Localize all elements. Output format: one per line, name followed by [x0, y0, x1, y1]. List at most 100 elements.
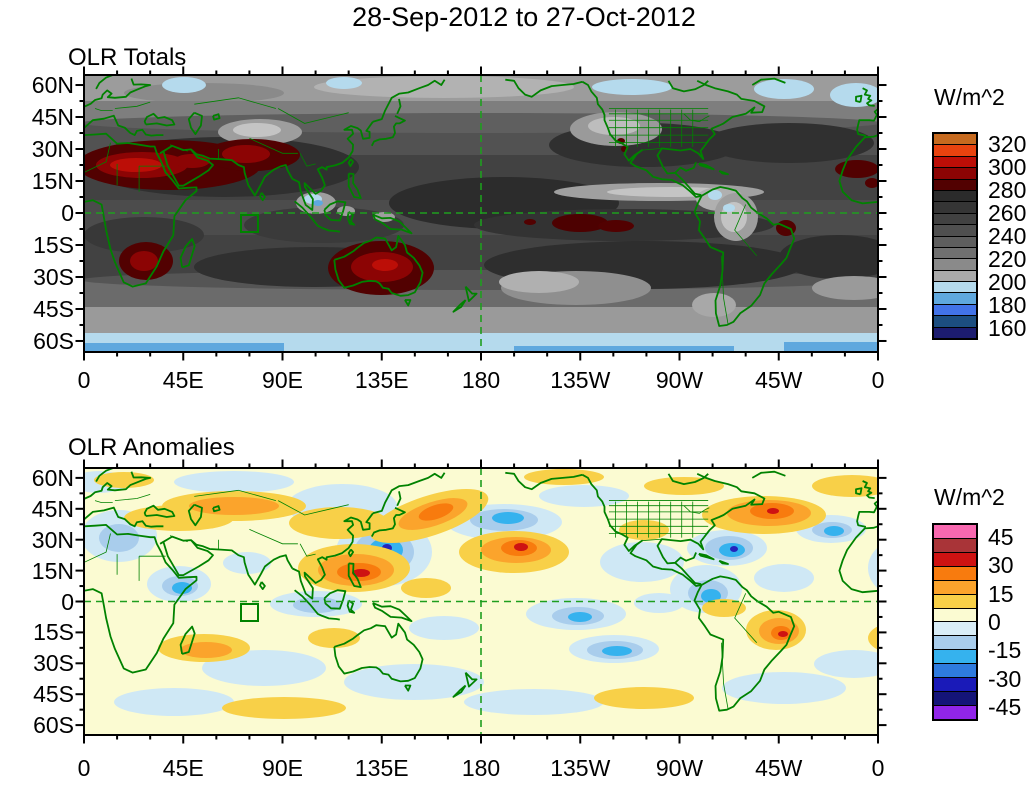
y-tick-label-totals: 0	[61, 200, 74, 226]
x-tick-label-anomalies: 0	[871, 755, 885, 781]
colorbar-tick-label-totals: 160	[988, 315, 1027, 342]
x-tick-label-totals: 135E	[354, 367, 409, 393]
colorbar-segment	[934, 155, 976, 168]
colorbar-tick-label-anomalies: 45	[988, 524, 1014, 551]
reference-lines-group-totals	[84, 75, 878, 352]
y-tick-label-totals: 15S	[33, 232, 74, 258]
colorbar-segment	[934, 292, 976, 304]
x-tick-label-totals: 0	[871, 367, 885, 393]
x-tick-label-anomalies: 180	[461, 755, 501, 781]
x-tick-label-totals: 90E	[262, 367, 303, 393]
colorbar-segment	[934, 303, 976, 316]
y-tick-label-totals: 30S	[33, 264, 74, 290]
colorbar-units-totals: W/m^2	[934, 84, 1005, 110]
colorbar-tick-label-totals: 200	[988, 269, 1027, 296]
colorbar-segment	[934, 315, 976, 327]
colorbar-totals	[932, 132, 978, 340]
x-tick-label-anomalies: 90E	[262, 755, 303, 781]
colorbar-segment	[934, 607, 976, 622]
colorbar-segment	[934, 551, 976, 566]
colorbar-tick-label-anomalies: -30	[988, 665, 1022, 692]
index-region-box-anomalies	[240, 603, 259, 622]
borders-group-totals	[84, 97, 758, 324]
colorbar-segment	[934, 537, 976, 552]
x-tick-label-totals: 135W	[550, 367, 611, 393]
colorbar-tick-label-totals: 280	[988, 176, 1027, 203]
x-tick-label-totals: 180	[461, 367, 501, 393]
map-layer-totals	[84, 75, 878, 352]
y-tick-label-anomalies: 15N	[31, 557, 74, 584]
y-tick-label-anomalies: 30S	[33, 650, 74, 677]
panel-title-anomalies: OLR Anomalies	[68, 434, 235, 461]
colorbar-segment	[934, 212, 976, 225]
x-tick-label-totals: 45E	[162, 367, 204, 393]
colorbar-segment	[934, 565, 976, 580]
y-tick-label-anomalies: 60S	[33, 712, 74, 739]
colorbar-segment	[934, 326, 976, 339]
x-tick-label-totals: 0	[77, 367, 91, 393]
index-region-box-totals	[240, 214, 259, 233]
colorbar-segment	[934, 144, 976, 156]
colorbar-segment	[934, 635, 976, 650]
panel-title-totals: OLR Totals	[68, 44, 187, 71]
colorbar-tick-label-anomalies: -45	[988, 693, 1022, 720]
map-layer-anomalies	[84, 468, 878, 735]
figure-title: 28-Sep-2012 to 27-Oct-2012	[352, 2, 696, 32]
y-tick-label-totals: 30N	[31, 136, 74, 162]
y-tick-label-anomalies: 30N	[31, 526, 74, 553]
axes-frame-totals	[75, 66, 887, 361]
colorbar-segment	[934, 201, 976, 213]
colorbar-segment	[934, 235, 976, 247]
colorbar-segment	[934, 246, 976, 259]
y-tick-label-anomalies: 15S	[33, 619, 74, 646]
colorbar-tick-label-totals: 220	[988, 246, 1027, 273]
reference-lines-group-anomalies	[84, 468, 878, 735]
y-tick-label-totals: 45S	[33, 296, 74, 322]
colorbar-segment	[934, 649, 976, 664]
x-tick-label-anomalies: 45W	[755, 755, 803, 781]
colorbar-segment	[934, 621, 976, 636]
y-tick-label-anomalies: 60N	[31, 464, 74, 491]
x-tick-label-anomalies: 135E	[354, 755, 409, 781]
colorbar-segment	[934, 189, 976, 202]
colorbar-segment	[934, 167, 976, 179]
coastlines-group-totals	[84, 75, 878, 327]
colorbar-segment	[934, 704, 976, 719]
colorbar-segment	[934, 677, 976, 692]
colorbar-segment	[934, 224, 976, 236]
y-tick-label-totals: 60S	[33, 328, 74, 354]
colorbar-tick-label-anomalies: 15	[988, 580, 1014, 607]
y-tick-label-anomalies: 45N	[31, 495, 74, 522]
colorbar-tick-label-totals: 260	[988, 199, 1027, 226]
colorbar-tick-label-totals: 320	[988, 130, 1027, 157]
y-tick-label-totals: 60N	[31, 72, 74, 98]
y-tick-label-anomalies: 0	[61, 588, 74, 615]
colorbar-anomalies	[932, 523, 978, 721]
colorbar-tick-label-totals: 180	[988, 292, 1027, 319]
x-tick-label-totals: 45W	[755, 367, 803, 393]
colorbar-segment	[934, 663, 976, 678]
map-svg-totals	[75, 66, 887, 361]
borders-group-anomalies	[84, 489, 757, 709]
colorbar-segment	[934, 691, 976, 705]
colorbar-segment	[934, 281, 976, 293]
x-tick-label-totals: 90W	[655, 367, 704, 393]
x-tick-label-anomalies: 135W	[550, 755, 611, 781]
colorbar-tick-label-anomalies: 30	[988, 552, 1014, 579]
x-tick-label-anomalies: 45E	[162, 755, 204, 781]
colorbar-tick-label-anomalies: 0	[988, 609, 1001, 635]
colorbar-segment	[934, 178, 976, 190]
y-tick-label-anomalies: 45S	[33, 681, 74, 708]
map-svg-anomalies	[75, 459, 887, 744]
colorbar-tick-label-totals: 240	[988, 223, 1027, 249]
colorbar-segment	[934, 134, 976, 145]
x-tick-label-anomalies: 90W	[655, 755, 704, 781]
colorbar-tick-label-totals: 300	[988, 153, 1027, 180]
colorbar-segment	[934, 269, 976, 282]
y-tick-label-totals: 15N	[31, 168, 74, 194]
colorbar-units-anomalies: W/m^2	[934, 484, 1005, 510]
x-tick-label-anomalies: 0	[77, 755, 91, 781]
y-tick-label-totals: 45N	[31, 104, 74, 130]
colorbar-segment	[934, 593, 976, 608]
